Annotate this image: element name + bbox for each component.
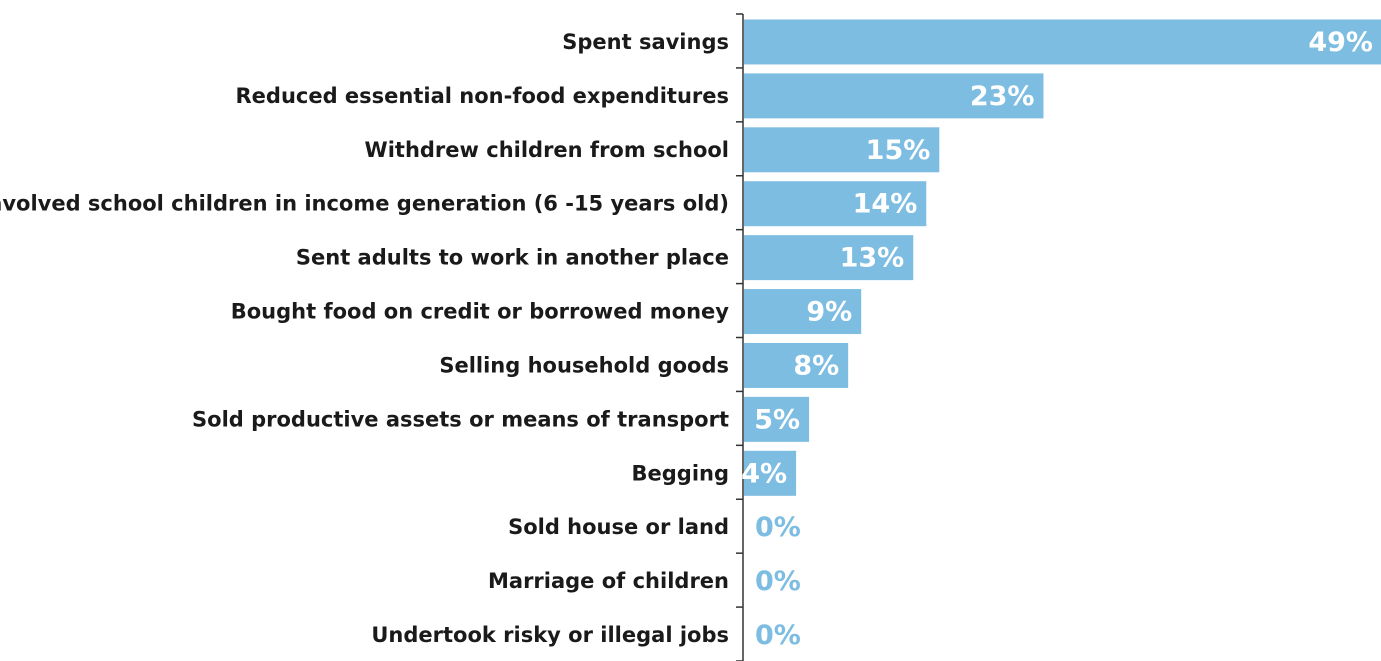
value-label: 0% xyxy=(755,566,801,597)
value-label: 14% xyxy=(853,189,918,220)
value-label: 49% xyxy=(1308,27,1373,58)
category-label: Undertook risky or illegal jobs xyxy=(371,623,729,647)
value-label: 4% xyxy=(741,458,787,489)
bar xyxy=(744,235,914,281)
category-label: Sent adults to work in another place xyxy=(296,246,729,270)
category-label: Sold house or land xyxy=(508,515,729,539)
bar xyxy=(744,396,810,442)
bar xyxy=(744,289,862,335)
bar xyxy=(744,127,940,173)
category-label: Withdrew children from school xyxy=(365,138,729,162)
value-label: 23% xyxy=(970,81,1035,112)
bar xyxy=(744,450,797,496)
category-label: Begging xyxy=(632,461,730,485)
category-label: Sold productive assets or means of trans… xyxy=(192,407,729,431)
category-label: Involved school children in income gener… xyxy=(0,192,729,216)
category-label: Selling household goods xyxy=(439,353,729,377)
category-label: Marriage of children xyxy=(488,569,729,593)
bars-layer xyxy=(744,19,1381,496)
value-label: 15% xyxy=(866,135,931,166)
labels-layer: Spent savings 49% Reduced essential non-fo… xyxy=(0,27,1373,651)
value-label: 5% xyxy=(754,404,800,435)
value-label: 13% xyxy=(840,243,905,274)
value-label: 0% xyxy=(755,512,801,543)
value-label: 0% xyxy=(755,620,801,651)
value-label: 9% xyxy=(806,297,852,328)
axis-layer xyxy=(736,13,744,661)
bar xyxy=(744,181,927,227)
category-label: Bought food on credit or borrowed money xyxy=(231,300,730,324)
bar xyxy=(744,19,1381,65)
category-label: Reduced essential non-food expenditures xyxy=(236,84,730,108)
category-label: Spent savings xyxy=(562,30,729,54)
bar xyxy=(744,73,1044,119)
value-label: 8% xyxy=(793,350,839,381)
bar xyxy=(744,342,849,388)
